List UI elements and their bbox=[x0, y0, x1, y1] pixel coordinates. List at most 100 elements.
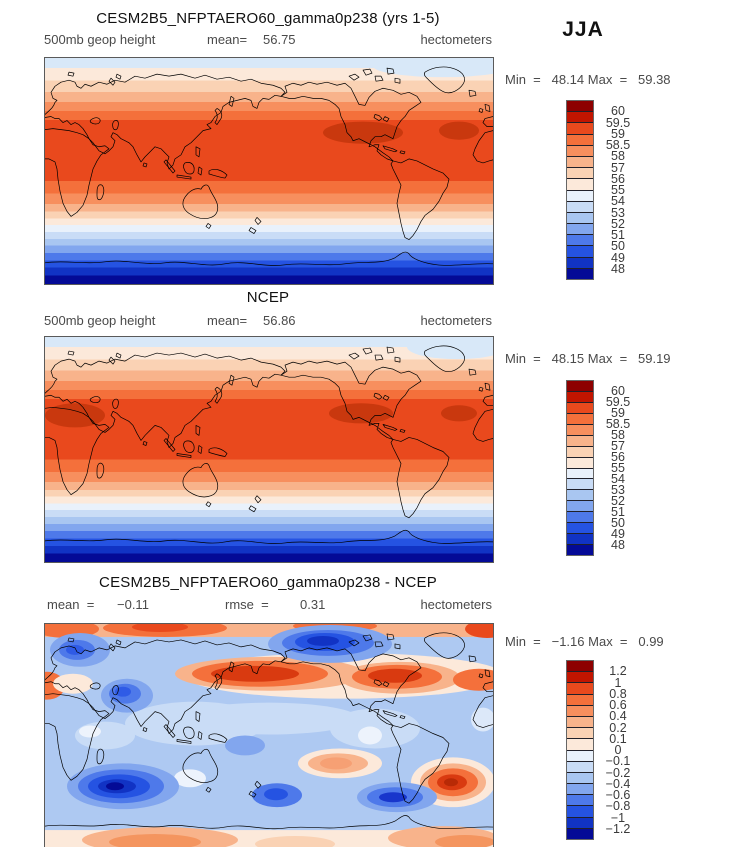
colorbar-tick-label: −1.2 bbox=[605, 821, 631, 836]
panel2-units: hectometers bbox=[420, 313, 492, 328]
panel1-minmax: Min = 48.14 Max = 59.38 bbox=[505, 72, 671, 87]
colorbar-tick-label: 0.2 bbox=[609, 720, 627, 735]
colorbar-segment bbox=[567, 167, 593, 179]
colorbar-segment bbox=[567, 749, 593, 761]
colorbar-tick-label: 50 bbox=[611, 239, 625, 254]
colorbar-tick-label: 52 bbox=[611, 216, 625, 231]
colorbar-segment bbox=[567, 794, 593, 806]
colorbar-segment bbox=[567, 381, 593, 391]
colorbar-segment bbox=[567, 827, 593, 839]
contour-max-cell bbox=[329, 403, 393, 424]
colorbar-tick-label: −0.1 bbox=[605, 754, 631, 769]
colorbar-segment bbox=[567, 715, 593, 728]
colorbar-difference bbox=[566, 660, 594, 840]
colorbar-segment bbox=[567, 522, 593, 534]
map-difference-svg bbox=[45, 624, 493, 847]
colorbar-segment bbox=[567, 423, 593, 435]
difference-light-patches bbox=[75, 701, 493, 788]
colorbar-model-labels: 60 59.5 59 58.5 58 57 56 55 54 53 52 51 50 49 48 bbox=[598, 100, 638, 280]
colorbar-segment bbox=[567, 223, 593, 235]
colorbar-segment bbox=[567, 412, 593, 424]
colorbar-tick-label: −1 bbox=[610, 810, 626, 825]
colorbar-segment bbox=[567, 178, 593, 190]
map-difference bbox=[44, 623, 494, 847]
colorbar-tick-label: 55 bbox=[611, 461, 625, 475]
arctic-low-cell bbox=[373, 58, 493, 78]
panel1-mean-value: 56.75 bbox=[263, 32, 296, 47]
difference-warm-cells bbox=[45, 624, 493, 847]
panel2-header: 500mb geop height mean= 56.86 hectometer… bbox=[0, 313, 733, 329]
map-obs bbox=[44, 336, 494, 563]
panel3-title: CESM2B5_NFPTAERO60_gamma0p238 - NCEP bbox=[99, 574, 437, 591]
colorbar-segment bbox=[567, 500, 593, 512]
colorbar-segment bbox=[567, 783, 593, 795]
map-model bbox=[44, 57, 494, 285]
colorbar-segment bbox=[567, 390, 593, 402]
colorbar-segment bbox=[567, 727, 593, 739]
panel2-mean-value: 56.86 bbox=[263, 313, 296, 328]
difference-cold-cells bbox=[50, 624, 437, 813]
colorbar-segment bbox=[567, 133, 593, 145]
contour-max-cell bbox=[441, 405, 477, 422]
colorbar-tick-label: 1 bbox=[614, 675, 622, 690]
colorbar-tick-label: 59 bbox=[611, 126, 625, 141]
colorbar-segment bbox=[567, 467, 593, 479]
contour-bands bbox=[45, 337, 493, 562]
panel3-mean-label: mean = bbox=[47, 597, 95, 612]
colorbar-tick-label: 58 bbox=[611, 428, 625, 442]
colorbar-tick-label: 53 bbox=[611, 483, 625, 497]
colorbar-segment bbox=[567, 189, 593, 201]
colorbar-tick-label: 50 bbox=[611, 516, 625, 530]
panel2-title: NCEP bbox=[246, 289, 290, 306]
colorbar-segment bbox=[567, 456, 593, 468]
arctic-low-cell bbox=[407, 337, 493, 360]
panel3-header: mean = −0.11 rmse = 0.31 hectometers bbox=[0, 597, 733, 613]
colorbar-tick-label: −0.4 bbox=[605, 776, 631, 791]
colorbar-tick-label: 55 bbox=[611, 183, 625, 197]
colorbar-tick-label: 0 bbox=[614, 743, 622, 757]
colorbar-tick-label: 0.6 bbox=[609, 698, 627, 712]
colorbar-tick-label: 0.8 bbox=[609, 686, 627, 701]
colorbar-tick-label: 54 bbox=[611, 194, 625, 209]
colorbar-segment bbox=[567, 401, 593, 413]
panel1-mean-label: mean= bbox=[207, 32, 248, 47]
colorbar-tick-label: 49 bbox=[611, 527, 625, 541]
colorbar-segment bbox=[567, 101, 593, 112]
panel3-minmax: Min = −1.16 Max = 0.99 bbox=[505, 634, 664, 649]
colorbar-segment bbox=[567, 544, 593, 555]
panel3-mean-value: −0.11 bbox=[117, 597, 149, 612]
colorbar-segment bbox=[567, 256, 593, 268]
colorbar-segment bbox=[567, 478, 593, 490]
colorbar-segment bbox=[567, 111, 593, 123]
panel3-units: hectometers bbox=[420, 597, 492, 612]
colorbar-difference-labels: 1.2 1 0.8 0.6 0.4 0.2 0.1 0 −0.1 −0.2 −0.4 −0.6 −0.8… bbox=[598, 660, 638, 840]
colorbar-segment bbox=[567, 489, 593, 501]
colorbar-segment bbox=[567, 200, 593, 212]
colorbar-segment bbox=[567, 682, 593, 694]
panel3-rmse-label: rmse = bbox=[225, 597, 269, 612]
colorbar-segment bbox=[567, 211, 593, 224]
contour-bands bbox=[45, 58, 493, 284]
colorbar-segment bbox=[567, 771, 593, 784]
colorbar-segment bbox=[567, 245, 593, 257]
panel1-units: hectometers bbox=[420, 32, 492, 47]
colorbar-segment bbox=[567, 511, 593, 523]
colorbar-segment bbox=[567, 122, 593, 134]
colorbar-segment bbox=[567, 144, 593, 156]
panel1-field-label: 500mb geop height bbox=[44, 32, 156, 47]
colorbar-tick-label: 56 bbox=[611, 450, 625, 464]
colorbar-tick-label: 56 bbox=[611, 171, 625, 186]
map-obs-svg bbox=[45, 337, 493, 562]
panel1-header: 500mb geop height mean= 56.75 hectometer… bbox=[0, 32, 733, 48]
colorbar-segment bbox=[567, 816, 593, 828]
season-label: JJA bbox=[562, 18, 604, 41]
colorbar-segment bbox=[567, 445, 593, 457]
colorbar-tick-label: −0.8 bbox=[605, 799, 631, 814]
colorbar-tick-label: 53 bbox=[611, 205, 625, 220]
colorbar-tick-label: 48 bbox=[611, 538, 625, 552]
colorbar-tick-label: 49 bbox=[611, 250, 625, 265]
colorbar-tick-label: 54 bbox=[611, 472, 625, 486]
panel3-rmse-value: 0.31 bbox=[300, 597, 326, 612]
colorbar-segment bbox=[567, 267, 593, 279]
